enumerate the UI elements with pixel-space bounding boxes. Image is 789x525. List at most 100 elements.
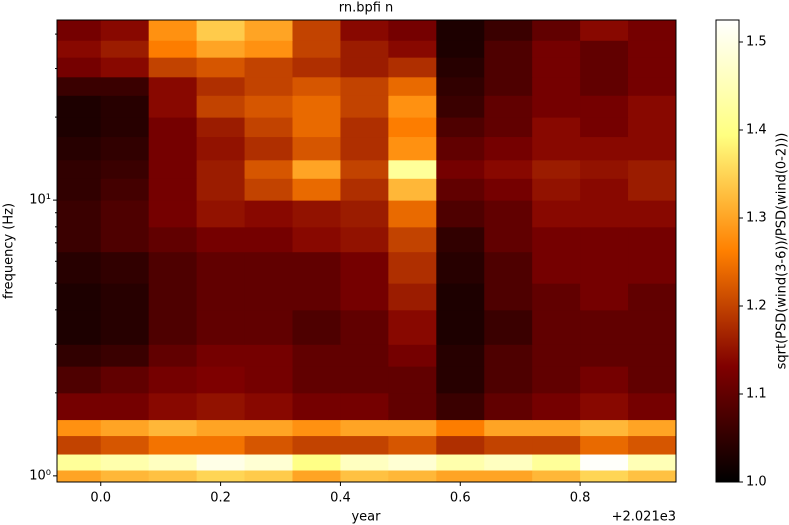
heatmap-cell (244, 159, 293, 179)
heatmap-cell (484, 76, 533, 96)
heatmap-cell (340, 226, 389, 253)
heatmap-cell (580, 419, 629, 437)
y-tick-label: 10⁰ (29, 468, 51, 483)
heatmap-cell (340, 95, 389, 118)
heatmap-cell (340, 419, 389, 437)
heatmap-cell (196, 178, 246, 201)
heatmap-cell (244, 226, 293, 253)
heatmap-cell (244, 419, 293, 437)
heatmap-cell (340, 309, 389, 345)
heatmap-cell (57, 178, 102, 201)
colorbar-tick-label: 1.5 (746, 35, 767, 50)
heatmap-cell (148, 20, 198, 41)
heatmap-cell (244, 392, 293, 421)
heatmap-cell (340, 251, 389, 284)
x-tick-label: 0.0 (90, 491, 111, 506)
heatmap-cell (436, 76, 485, 96)
heatmap-cell (196, 40, 246, 58)
heatmap-cell (57, 283, 102, 311)
heatmap-cell (388, 435, 437, 455)
colorbar-tick-label: 1.1 (746, 387, 767, 402)
heatmap-cell (196, 117, 246, 138)
heatmap-cell (532, 454, 581, 471)
heatmap-cell (57, 226, 102, 253)
heatmap-cell (244, 283, 293, 311)
heatmap-cell (292, 419, 341, 437)
heatmap-cell (580, 20, 629, 41)
heatmap-cell (436, 95, 485, 118)
heatmap-cell (628, 470, 677, 483)
heatmap-cell (532, 366, 581, 394)
heatmap-cell (148, 251, 198, 284)
heatmap-cell (388, 20, 437, 41)
heatmap-cell (436, 470, 485, 483)
heatmap-cell (100, 283, 150, 311)
colorbar-label: sqrt(PSD(wind(3-6))/PSD(wind(0-2))) (775, 133, 789, 370)
heatmap-cell (196, 419, 246, 437)
heatmap-cell (57, 40, 102, 58)
heatmap-cell (57, 344, 102, 367)
x-offset-label: +2.021e3 (612, 510, 676, 525)
heatmap-cell (100, 419, 150, 437)
heatmap-cell (628, 136, 677, 161)
heatmap-cell (196, 57, 246, 78)
heatmap-cell (196, 95, 246, 118)
y-tick-label: 10¹ (29, 193, 51, 208)
colorbar-tick-label: 1.4 (746, 123, 767, 138)
heatmap-cell (57, 20, 102, 41)
heatmap-cell (196, 76, 246, 96)
heatmap-cell (57, 419, 102, 437)
heatmap-cell (148, 57, 198, 78)
heatmap-cell (292, 117, 341, 138)
heatmap-cell (484, 283, 533, 311)
heatmap-cell (292, 57, 341, 78)
heatmap-cell (532, 95, 581, 118)
heatmap-cell (340, 470, 389, 483)
heatmap-cell (388, 344, 437, 367)
heatmap-cell (484, 454, 533, 471)
heatmap-cell (148, 117, 198, 138)
heatmap-cell (436, 251, 485, 284)
x-tick-label: 0.8 (570, 491, 591, 506)
heatmap-cell (580, 366, 629, 394)
heatmap-cell (196, 309, 246, 345)
heatmap-cell (148, 419, 198, 437)
heatmap-cell (388, 117, 437, 138)
heatmap-cell (148, 435, 198, 455)
heatmap-cell (532, 309, 581, 345)
heatmap-cell (580, 117, 629, 138)
heatmap-cell (244, 40, 293, 58)
heatmap-cell (436, 200, 485, 228)
heatmap-cell (580, 178, 629, 201)
heatmap-cell (292, 20, 341, 41)
heatmap-cell (100, 251, 150, 284)
heatmap-cell (57, 136, 102, 161)
heatmap-cell (628, 392, 677, 421)
heatmap-cell (244, 178, 293, 201)
heatmap-cell (580, 344, 629, 367)
heatmap-cell (484, 344, 533, 367)
heatmap-cell (244, 200, 293, 228)
heatmap-cell (580, 76, 629, 96)
heatmap-cell (148, 76, 198, 96)
heatmap-cell (436, 419, 485, 437)
heatmap-cell (100, 226, 150, 253)
colorbar-tick-label: 1.3 (746, 211, 767, 226)
x-tick-label: 0.4 (330, 491, 351, 506)
heatmap-cell (388, 419, 437, 437)
heatmap-cell (484, 159, 533, 179)
heatmap-cell (532, 470, 581, 483)
heatmap-cell (580, 309, 629, 345)
heatmap-cell (292, 76, 341, 96)
heatmap-cell (628, 178, 677, 201)
heatmap-cell (484, 419, 533, 437)
heatmap-cell (244, 20, 293, 41)
heatmap-cell (436, 344, 485, 367)
heatmap-cell (436, 136, 485, 161)
heatmap-cell (196, 435, 246, 455)
heatmap-cell (628, 76, 677, 96)
heatmap-cell (100, 178, 150, 201)
heatmap-cell (244, 251, 293, 284)
heatmap-cell (244, 470, 293, 483)
